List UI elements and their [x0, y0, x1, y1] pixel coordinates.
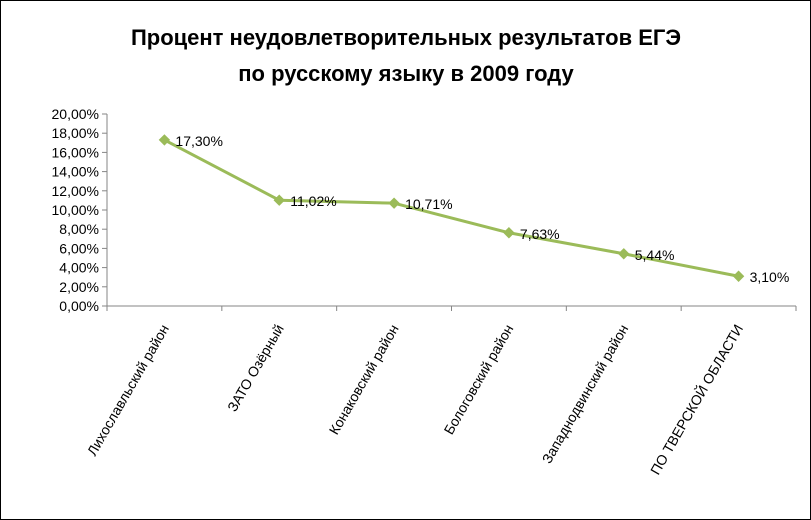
data-label: 17,30%: [175, 133, 222, 149]
data-point-marker: [388, 197, 400, 209]
data-labels: 17,30% 11,02% 10,71% 7,63% 5,44% 3,10%: [175, 133, 789, 285]
x-category-label: Бологовский район: [441, 322, 517, 438]
data-label: 7,63%: [520, 226, 560, 242]
data-label: 10,71%: [405, 196, 452, 212]
data-label: 11,02%: [290, 193, 336, 209]
y-tick-label: 20,00%: [52, 106, 99, 122]
series-line: [163, 138, 739, 278]
y-tick-label: 16,00%: [52, 144, 99, 160]
x-category-label: Западнодвинский район: [539, 322, 632, 467]
x-category-label: Конаковский район: [326, 322, 402, 438]
data-point-marker: [273, 194, 285, 206]
x-category-label: Лихославльский район: [84, 322, 172, 459]
x-category-label: ЗАТО Озёрный: [224, 322, 287, 415]
data-label: 3,10%: [750, 269, 790, 285]
data-point-marker: [158, 134, 171, 146]
data-label: 5,44%: [635, 247, 675, 263]
data-point-marker: [503, 227, 515, 239]
y-tick-label: 18,00%: [52, 125, 99, 141]
y-tick-label: 6,00%: [59, 240, 99, 256]
y-tick-label: 4,00%: [59, 260, 99, 276]
y-tick-label: 12,00%: [52, 183, 99, 199]
x-category-label: ПО ТВЕРСКОЙ ОБЛАСТИ: [646, 321, 746, 477]
data-point-marker: [732, 270, 745, 282]
y-tick-label: 8,00%: [59, 221, 99, 237]
y-tick-label: 14,00%: [52, 164, 99, 180]
chart-subtitle: по русскому языку в 2009 году: [238, 61, 574, 86]
y-tick-label: 0,00%: [59, 298, 99, 314]
series: [158, 134, 745, 282]
x-axis-categories: Лихославльский район ЗАТО Озёрный Конаковс…: [84, 306, 797, 477]
chart-title: Процент неудовлетворительных результатов…: [131, 25, 681, 50]
y-axis-ticks: 0,00% 2,00% 4,00% 6,00% 8,00% 10,00% 12,00% 14,…: [52, 106, 107, 314]
y-tick-label: 2,00%: [59, 279, 99, 295]
y-tick-label: 10,00%: [52, 202, 99, 218]
data-point-marker: [618, 248, 630, 260]
